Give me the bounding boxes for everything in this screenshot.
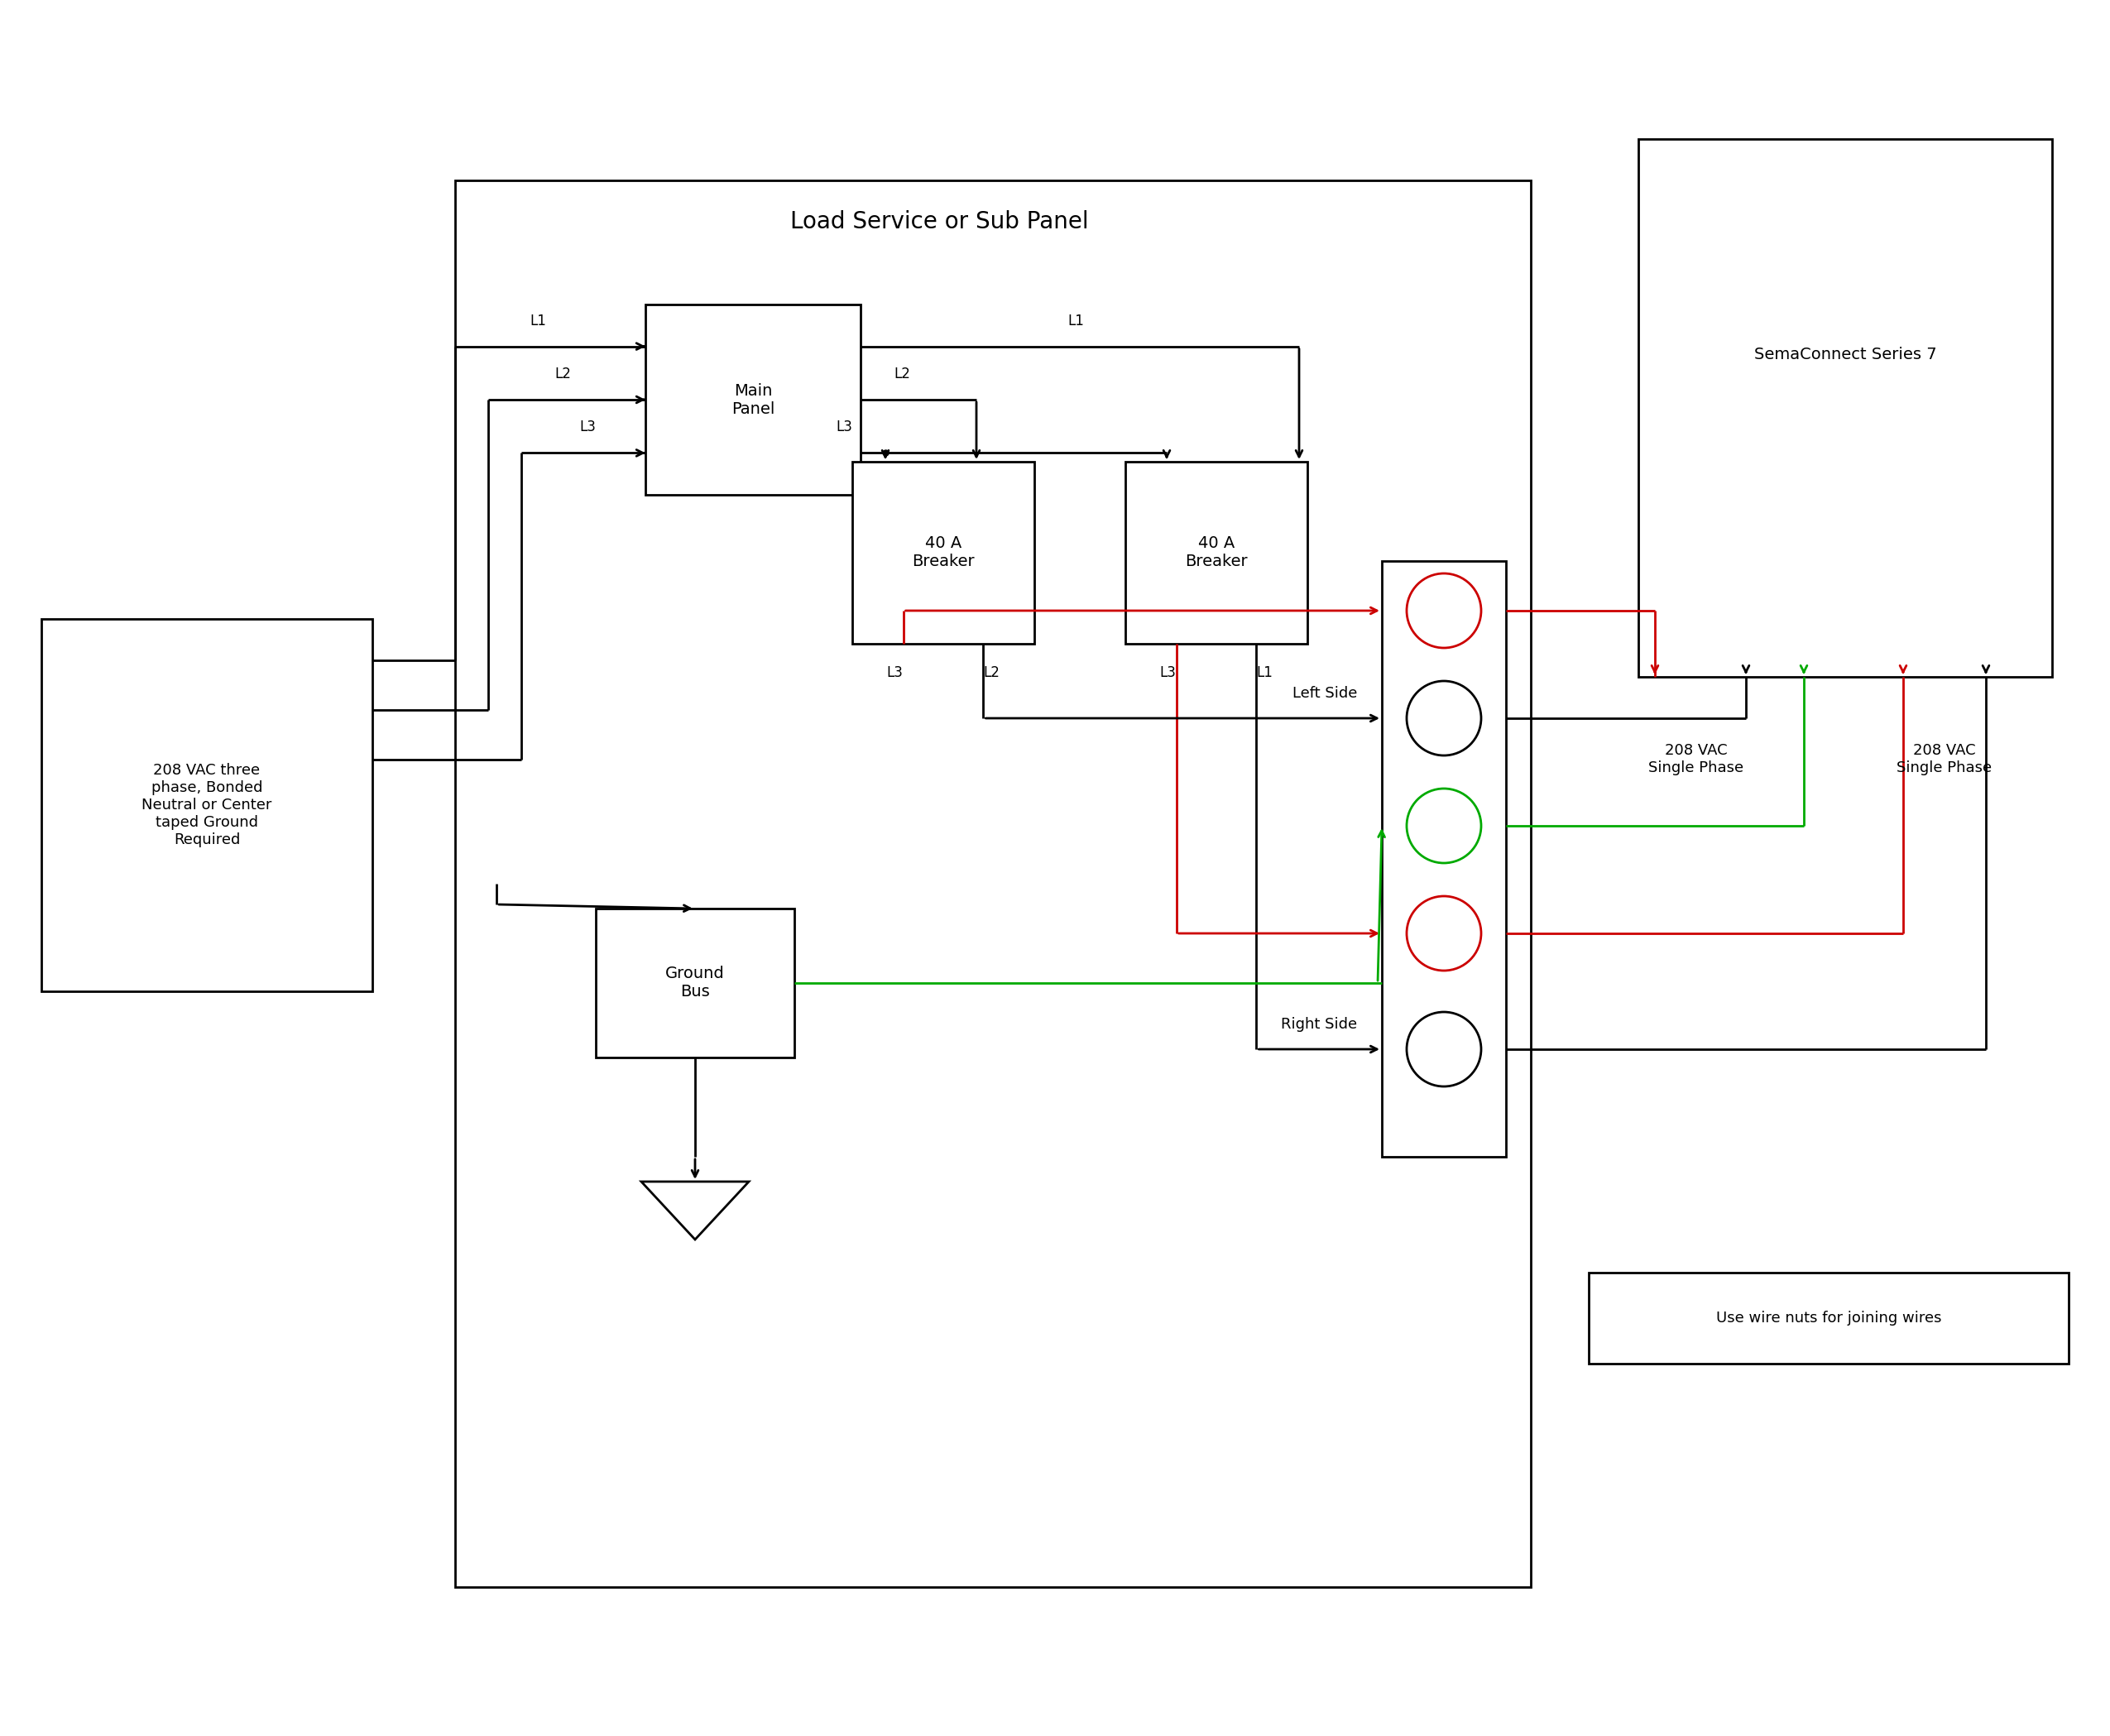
Text: 40 A
Breaker: 40 A Breaker bbox=[912, 536, 975, 569]
Circle shape bbox=[1407, 573, 1481, 648]
Bar bbox=[1637, 139, 2053, 677]
Bar bbox=[42, 620, 371, 991]
Text: L2: L2 bbox=[895, 366, 909, 382]
Text: Left Side: Left Side bbox=[1291, 686, 1357, 701]
Circle shape bbox=[1407, 681, 1481, 755]
Bar bbox=[595, 908, 793, 1057]
Circle shape bbox=[1407, 896, 1481, 970]
Text: L3: L3 bbox=[836, 420, 852, 434]
Text: L3: L3 bbox=[1160, 665, 1175, 681]
Text: L3: L3 bbox=[886, 665, 903, 681]
Text: L3: L3 bbox=[580, 420, 595, 434]
Text: 40 A
Breaker: 40 A Breaker bbox=[1186, 536, 1247, 569]
Bar bbox=[1382, 561, 1507, 1156]
Text: L1: L1 bbox=[1068, 312, 1085, 328]
Text: SemaConnect Series 7: SemaConnect Series 7 bbox=[1753, 345, 1937, 363]
Bar bbox=[1125, 462, 1308, 644]
Text: Load Service or Sub Panel: Load Service or Sub Panel bbox=[789, 210, 1089, 233]
Bar bbox=[646, 304, 861, 495]
Bar bbox=[1589, 1272, 2068, 1364]
Text: L1: L1 bbox=[530, 312, 546, 328]
Text: L2: L2 bbox=[555, 366, 572, 382]
Text: Main
Panel: Main Panel bbox=[732, 382, 774, 417]
Text: 208 VAC
Single Phase: 208 VAC Single Phase bbox=[1897, 743, 1992, 776]
Text: L2: L2 bbox=[983, 665, 1000, 681]
Text: L1: L1 bbox=[1255, 665, 1272, 681]
Text: 208 VAC
Single Phase: 208 VAC Single Phase bbox=[1648, 743, 1743, 776]
Text: Right Side: Right Side bbox=[1281, 1017, 1357, 1031]
Text: Use wire nuts for joining wires: Use wire nuts for joining wires bbox=[1715, 1311, 1941, 1326]
Circle shape bbox=[1407, 788, 1481, 863]
Bar bbox=[456, 181, 1530, 1587]
Text: 208 VAC three
phase, Bonded
Neutral or Center
taped Ground
Required: 208 VAC three phase, Bonded Neutral or C… bbox=[141, 764, 272, 847]
Text: Ground
Bus: Ground Bus bbox=[665, 965, 724, 1000]
Circle shape bbox=[1407, 1012, 1481, 1087]
Bar bbox=[852, 462, 1034, 644]
